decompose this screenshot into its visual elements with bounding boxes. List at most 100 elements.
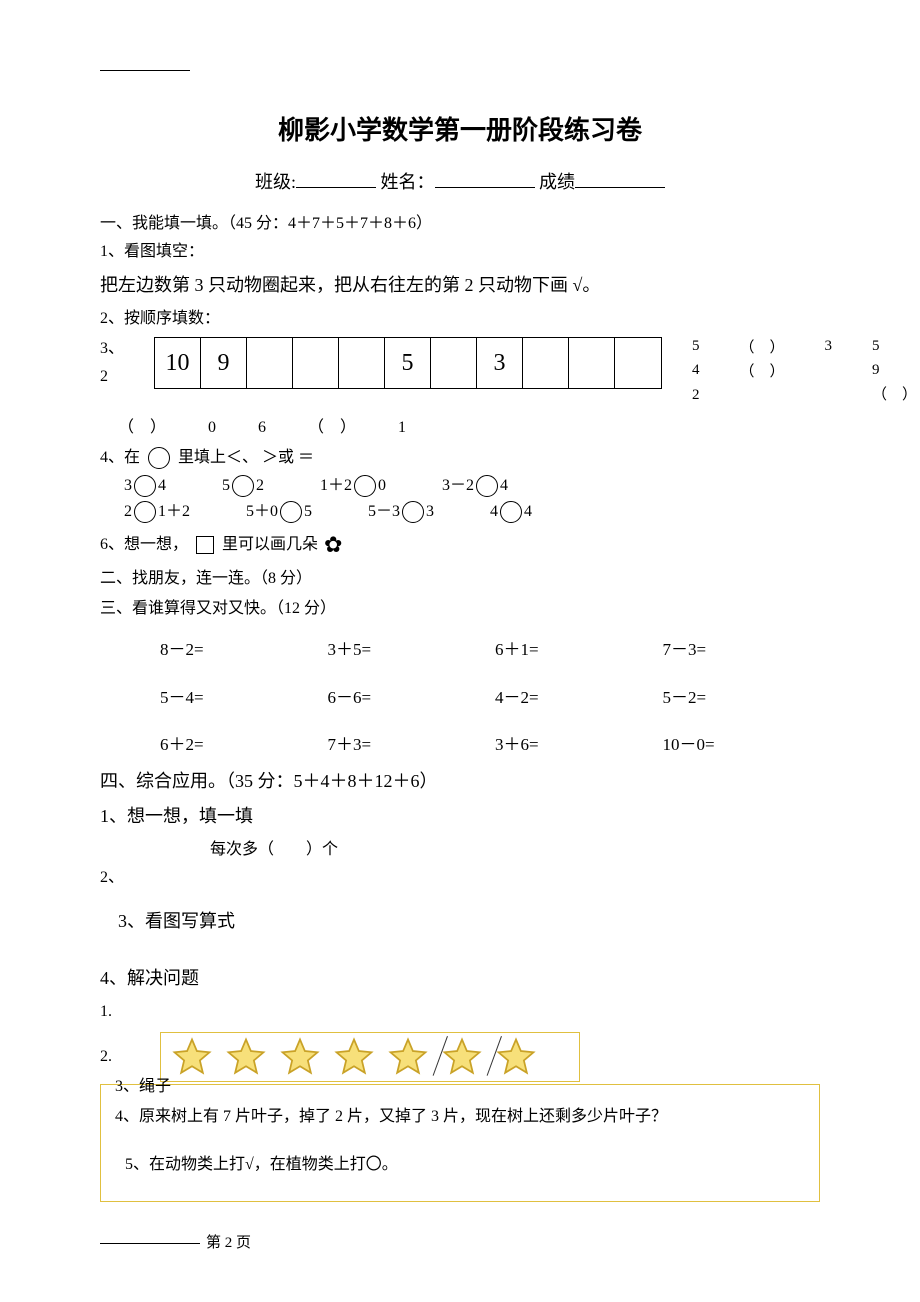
seq-cell[interactable] <box>293 338 339 388</box>
circle-icon <box>148 447 170 469</box>
s1-q1: 1、看图填空： <box>100 240 820 264</box>
tc[interactable]: （ ） <box>740 361 785 384</box>
cmp: 21＋2 <box>124 500 190 524</box>
seq-cell[interactable]: 5 <box>385 338 431 388</box>
class-label: 班级: <box>255 172 296 192</box>
star-icon <box>225 1036 267 1078</box>
section-4: 四、综合应用。（35 分：5＋4＋8＋12＋6） 1、想一想，填一填 每次多（ … <box>100 768 820 1202</box>
calc-item[interactable]: 5－4= <box>160 685 318 711</box>
star-crossed-icon <box>495 1036 537 1078</box>
calc-grid: 8－2= 3＋5= 6＋1= 7－3= 5－4= 6－6= 4－2= 5－2= … <box>160 637 820 758</box>
cmp: 34 <box>124 474 166 498</box>
calc-item[interactable]: 6＋1= <box>495 637 653 663</box>
s4-q1: 1、想一想，填一填 <box>100 803 820 830</box>
seq-cell[interactable] <box>247 338 293 388</box>
score-label: 成绩 <box>539 172 575 192</box>
sequence-row: 3、 2 10 9 5 3 5 4 2 （ ） （ ） <box>100 337 820 407</box>
cmp: 3－24 <box>442 474 508 498</box>
q4-tail: 里填上＜、 ＞或 ＝ <box>178 446 314 470</box>
q4-pre: 4、在 <box>100 446 140 470</box>
seq-cell[interactable] <box>339 338 385 388</box>
calc-item[interactable]: 7＋3= <box>328 732 486 758</box>
star-crossed-icon <box>441 1036 483 1078</box>
tc: 5 <box>692 335 700 358</box>
tc[interactable]: （ ） <box>872 384 917 407</box>
tc: 9 <box>872 359 917 382</box>
s1-heading: 一、我能填一填。（45 分：4＋7＋5＋7＋8＋6） <box>100 212 820 236</box>
s4-q5: 5、在动物类上打√，在植物类上打〇。 <box>125 1153 805 1177</box>
s4-q2: 2、 <box>100 866 820 890</box>
pr: 6 <box>258 416 266 440</box>
star-box <box>160 1032 580 1082</box>
yellow-box: 3、绳子 4、原来树上有 7 片叶子，掉了 2 片，又掉了 3 片，现在树上还剩… <box>100 1084 820 1202</box>
star-icon <box>387 1036 429 1078</box>
calc-item[interactable]: 6－6= <box>328 685 486 711</box>
circle-blank[interactable] <box>402 501 424 523</box>
calc-item[interactable]: 7－3= <box>663 637 821 663</box>
name-label: 姓名： <box>381 172 435 192</box>
seq-cell[interactable]: 9 <box>201 338 247 388</box>
s4-heading: 四、综合应用。（35 分：5＋4＋8＋12＋6） <box>100 768 820 795</box>
q6a: 6、想一想， <box>100 533 188 557</box>
circle-blank[interactable] <box>280 501 302 523</box>
circle-blank[interactable] <box>354 475 376 497</box>
circle-blank[interactable] <box>232 475 254 497</box>
section-1: 一、我能填一填。（45 分：4＋7＋5＋7＋8＋6） 1、看图填空： 把左边数第… <box>100 212 820 562</box>
cmp: 44 <box>490 500 532 524</box>
s4-list2: 2. <box>100 1045 130 1069</box>
star-icon <box>279 1036 321 1078</box>
seq-cell[interactable] <box>615 338 661 388</box>
cmp: 5＋05 <box>246 500 312 524</box>
s3-heading: 三、看谁算得又对又快。（12 分） <box>100 597 820 621</box>
tc: 5 <box>872 335 917 358</box>
calc-item[interactable]: 6＋2= <box>160 732 318 758</box>
calc-item[interactable]: 8－2= <box>160 637 318 663</box>
calc-item[interactable]: 4－2= <box>495 685 653 711</box>
seq-cell[interactable] <box>569 338 615 388</box>
name-blank[interactable] <box>435 168 535 188</box>
calc-item[interactable]: 3＋6= <box>495 732 653 758</box>
sequence-table: 10 9 5 3 <box>154 337 662 389</box>
score-blank[interactable] <box>575 168 665 188</box>
section-3: 三、看谁算得又对又快。（12 分） 8－2= 3＋5= 6＋1= 7－3= 5－… <box>100 597 820 758</box>
circle-blank[interactable] <box>476 475 498 497</box>
circle-blank[interactable] <box>134 475 156 497</box>
seq-cell[interactable]: 3 <box>477 338 523 388</box>
s1-q2: 2、按顺序填数： <box>100 307 820 331</box>
tc: 3 <box>825 335 833 358</box>
q6b: 里可以画几朵 <box>222 533 318 557</box>
seq-cell[interactable]: 10 <box>155 338 201 388</box>
cmp: 1＋20 <box>320 474 386 498</box>
info-line: 班级: 姓名： 成绩 <box>100 168 820 196</box>
section-2: 二、找朋友，连一连。（8 分） <box>100 567 820 591</box>
pr[interactable]: （ ） <box>118 416 166 440</box>
pr: 0 <box>208 416 216 440</box>
comparison-rows: 34 52 1＋20 3－24 21＋2 5＋05 5－33 44 <box>124 474 820 524</box>
tc[interactable]: （ ） <box>740 337 785 360</box>
circle-blank[interactable] <box>134 501 156 523</box>
cmp: 5－33 <box>368 500 434 524</box>
triple-columns: 5 4 2 （ ） （ ） 3 5 9 （ ） <box>692 335 917 407</box>
tc: 4 <box>692 359 700 382</box>
footer-rule <box>100 1243 200 1244</box>
pr[interactable]: （ ） <box>308 416 356 440</box>
tc: 2 <box>692 384 700 407</box>
page-footer: 第 2 页 <box>100 1232 820 1255</box>
s1-q6: 6、想一想， 里可以画几朵 ✿ <box>100 528 820 561</box>
footer-text: 第 2 页 <box>206 1232 251 1255</box>
s4-list4: 4、原来树上有 7 片叶子，掉了 2 片，又掉了 3 片，现在树上还剩多少片叶子… <box>115 1105 805 1129</box>
seq-left-labels: 3、 2 <box>100 337 124 389</box>
calc-item[interactable]: 3＋5= <box>328 637 486 663</box>
calc-item[interactable]: 5－2= <box>663 685 821 711</box>
q3-label: 3、 <box>100 337 124 361</box>
seq-cell[interactable] <box>523 338 569 388</box>
calc-item[interactable]: 10－0= <box>663 732 821 758</box>
circle-blank[interactable] <box>500 501 522 523</box>
s4-q1-sub: 每次多（ ）个 <box>210 838 820 862</box>
seq-cell[interactable] <box>431 338 477 388</box>
s1-q1-text: 把左边数第 3 只动物圈起来，把从右往左的第 2 只动物下画 √。 <box>100 272 820 299</box>
q3-side2: 2 <box>100 365 124 389</box>
s4-list1: 1. <box>100 1000 820 1024</box>
class-blank[interactable] <box>296 168 376 188</box>
s1-q4: 4、在 里填上＜、 ＞或 ＝ <box>100 446 820 470</box>
